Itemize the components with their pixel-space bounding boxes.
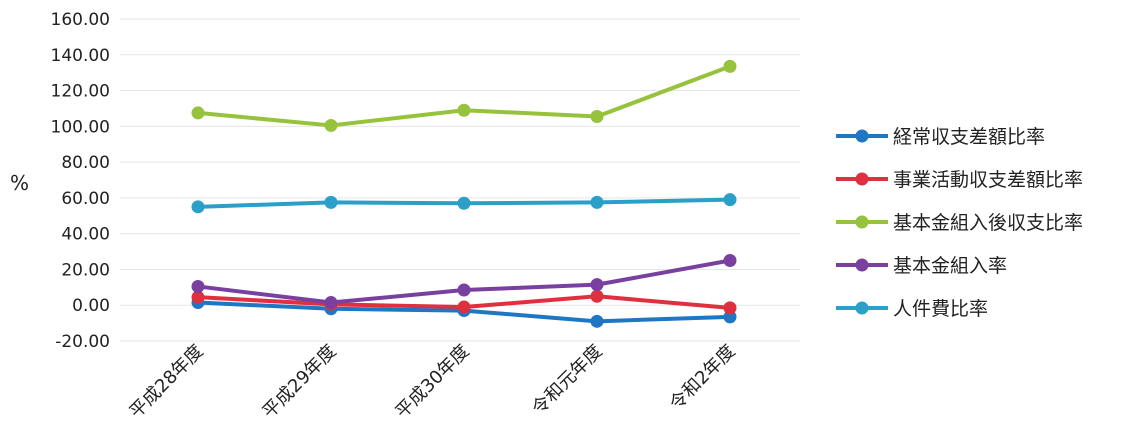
data-point [324, 195, 338, 209]
data-point [457, 196, 471, 210]
legend-item: 基本金組入後収支比率 [836, 212, 1083, 234]
y-tick-label: 100.00 [51, 117, 110, 137]
data-point [723, 59, 737, 73]
x-category-label: 令和元年度 [528, 341, 606, 419]
legend-label: 基本金組入率 [893, 255, 1007, 277]
y-tick-label: 160.00 [51, 10, 110, 30]
series-line [191, 254, 737, 310]
legend-label: 基本金組入後収支比率 [893, 212, 1083, 234]
legend-item: 人件費比率 [836, 298, 988, 320]
data-point [590, 195, 604, 209]
series-line [191, 59, 737, 132]
data-point [723, 193, 737, 207]
data-point [590, 278, 604, 292]
data-point [457, 300, 471, 314]
data-point [723, 301, 737, 315]
y-tick-label: 80.00 [61, 153, 110, 173]
data-point [590, 289, 604, 303]
y-axis-label: % [10, 171, 29, 195]
data-point [723, 310, 737, 324]
legend-label: 人件費比率 [893, 298, 988, 320]
legend-item: 事業活動収支差額比率 [836, 169, 1083, 191]
series-line [191, 193, 737, 214]
x-category-label: 平成29年度 [259, 341, 341, 423]
x-category-label: 令和2年度 [666, 341, 740, 415]
data-point [191, 106, 205, 120]
legend-swatch-marker [855, 258, 869, 272]
series-lines [191, 59, 737, 328]
y-tick-label: 20.00 [61, 260, 110, 280]
x-category-label: 平成30年度 [392, 341, 474, 423]
y-tick-label: 60.00 [61, 189, 110, 209]
data-point [590, 314, 604, 328]
y-tick-label: 40.00 [61, 225, 110, 245]
legend-swatch-marker [855, 172, 869, 186]
data-point [590, 109, 604, 123]
data-point [191, 279, 205, 293]
data-point [723, 254, 737, 267]
y-tick-label: -20.00 [55, 332, 110, 352]
y-axis-tick-labels: -20.00 0.00 20.00 40.00 60.00 80.00 100.00 120.… [51, 10, 110, 352]
legend-swatch-marker [855, 129, 869, 143]
legend-item: 経常収支差額比率 [836, 126, 1045, 148]
data-point [324, 296, 338, 310]
y-tick-label: 140.00 [51, 46, 110, 66]
y-tick-label: 0.00 [72, 296, 110, 316]
x-category-label: 平成28年度 [126, 341, 208, 423]
data-point [191, 290, 205, 304]
data-point [324, 118, 338, 132]
legend-item: 基本金組入率 [836, 255, 1007, 277]
legend-label: 事業活動収支差額比率 [893, 169, 1083, 191]
legend-swatch-marker [855, 301, 869, 315]
legend-swatch-marker [855, 215, 869, 229]
data-point [191, 200, 205, 214]
data-point [457, 283, 471, 297]
x-axis-category-labels: 平成28年度 平成29年度 平成30年度 令和元年度 令和2年度 [126, 341, 740, 423]
data-point [457, 103, 471, 117]
legend-label: 経常収支差額比率 [893, 126, 1045, 148]
y-tick-label: 120.00 [51, 82, 110, 102]
